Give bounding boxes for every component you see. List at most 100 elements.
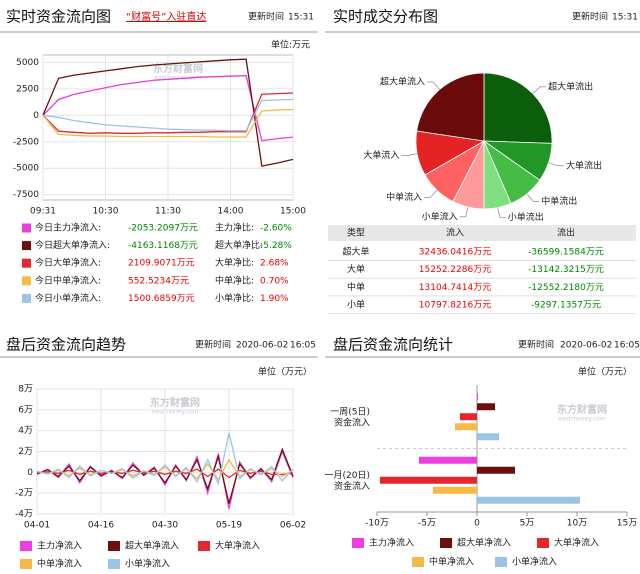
panel-title: 盘后资金流向统计	[333, 336, 453, 354]
y-tick-label: 2500	[16, 84, 39, 94]
table-cell: 10797.8216万元	[419, 301, 491, 311]
summary-ratio-label: 小单净比:	[215, 292, 254, 304]
leader-line	[497, 207, 506, 218]
summary-value: -4163.1168万元	[128, 241, 198, 251]
y-tick-label: 8万	[18, 385, 33, 395]
leader-line	[424, 190, 438, 198]
y-tick-label: 4万	[18, 426, 33, 436]
x-tick-label: 04-01	[24, 521, 50, 531]
y-tick-label: 6万	[18, 405, 33, 415]
summary-ratio: 0.70%	[260, 276, 289, 286]
update-label: 更新时间	[195, 339, 231, 351]
x-tick-label: 5万	[520, 519, 535, 529]
series-line	[42, 92, 294, 134]
y-tick-label: -7500	[13, 190, 39, 200]
slice-label: 大单流出	[566, 159, 602, 171]
y-tick-label: -2万	[15, 489, 33, 499]
unit: 单位（万元）	[578, 366, 632, 378]
x-tick-label: -5万	[418, 519, 436, 529]
y-tick-label: 0	[27, 468, 33, 478]
series-line	[42, 108, 294, 138]
legend-label: 中单净流入	[429, 556, 474, 568]
legend-swatch	[22, 293, 31, 303]
update-time: 16:05	[614, 341, 640, 351]
legend-swatch	[22, 258, 31, 268]
x-tick-label: 04-16	[88, 521, 114, 531]
series-line	[36, 432, 294, 486]
legend-label: 中单净流入	[37, 558, 82, 570]
legend-swatch	[20, 541, 32, 551]
table-cell: 小单	[347, 299, 365, 311]
summary-value: 552.5234万元	[128, 276, 189, 286]
update-time: 15:31	[612, 13, 638, 23]
table-cell: 32436.0416万元	[419, 248, 491, 258]
table-cell: 超大单	[342, 246, 369, 258]
y-tick-label: 2万	[18, 447, 33, 457]
summary-value: 2109.9071万元	[128, 259, 195, 269]
update-date: 2020-06-02	[560, 341, 612, 351]
watermark: 东方财富网	[150, 396, 200, 409]
legend-swatch	[108, 541, 120, 551]
slice-label: 小单流出	[508, 211, 544, 223]
legend-swatch	[495, 557, 507, 567]
bar	[477, 466, 515, 474]
table-header: 流入	[446, 227, 464, 239]
watermark: 东方财富网	[557, 403, 607, 416]
legend-label: 超大单净流入	[457, 537, 511, 549]
category-label: 资金流入	[334, 480, 370, 492]
slice-label: 中单流出	[541, 195, 577, 207]
summary-ratio-label: 超大单净比:	[215, 239, 263, 251]
legend-swatch	[440, 538, 452, 548]
summary-label: 今日超大单净流入:	[35, 239, 110, 251]
pie-slice	[416, 72, 485, 142]
table-cell: 大单	[347, 263, 365, 275]
series-line	[36, 458, 294, 481]
bar	[477, 433, 499, 441]
leader-line	[526, 193, 540, 202]
slice-label: 小单流入	[422, 210, 458, 222]
slice-label: 超大单流入	[380, 75, 425, 87]
x-tick-label: 15万	[617, 519, 637, 529]
panel-title: 盘后资金流向趋势	[6, 336, 126, 354]
category-label: 资金流入	[334, 416, 370, 428]
legend-swatch	[537, 538, 549, 548]
legend-swatch	[22, 223, 31, 233]
legend-label: 超大单净流入	[125, 540, 179, 552]
y-tick-label: 5000	[16, 58, 39, 68]
bar	[477, 403, 495, 411]
unit: 单位:万元	[271, 39, 310, 51]
table-cell: -36599.1584万元	[528, 248, 604, 258]
category-label: 一月(20日)	[325, 470, 370, 481]
slice-label: 中单流入	[386, 191, 422, 203]
summary-value: -2053.2097万元	[128, 224, 198, 234]
summary-label: 今日主力净流入:	[35, 222, 101, 234]
x-tick-label: 04-30	[152, 521, 178, 531]
table-cell: 中单	[347, 281, 365, 293]
summary-label: 今日中单净流入:	[35, 274, 101, 286]
summary-ratio: 1.90%	[260, 294, 289, 304]
leader-line	[459, 207, 469, 218]
legend-label: 大单净流入	[215, 540, 260, 552]
watermark: eastmoney.com	[154, 75, 201, 82]
watermark: eastmoney.com	[151, 409, 198, 416]
x-tick-label: 09:31	[30, 207, 56, 217]
table-cell: 15252.2286万元	[419, 265, 491, 275]
y-tick-label: 0	[33, 111, 39, 121]
summary-ratio: -2.60%	[260, 224, 292, 234]
legend-swatch	[22, 241, 31, 251]
series-line	[36, 447, 294, 504]
watermark: 东方财富网	[153, 62, 203, 75]
link[interactable]: “财富号”入驻直达	[126, 10, 206, 23]
legend-label: 小单净流入	[125, 558, 170, 570]
bar	[455, 423, 477, 431]
series-line	[36, 468, 294, 479]
update-date: 2020-06-02	[236, 341, 288, 351]
watermark: eastmoney.com	[558, 416, 605, 423]
bar	[380, 476, 477, 484]
leader-line	[427, 81, 440, 90]
legend-swatch	[20, 559, 32, 569]
summary-ratio: -5.28%	[260, 241, 292, 251]
legend-swatch	[352, 538, 364, 548]
summary-label: 今日大单净流入:	[35, 257, 101, 269]
